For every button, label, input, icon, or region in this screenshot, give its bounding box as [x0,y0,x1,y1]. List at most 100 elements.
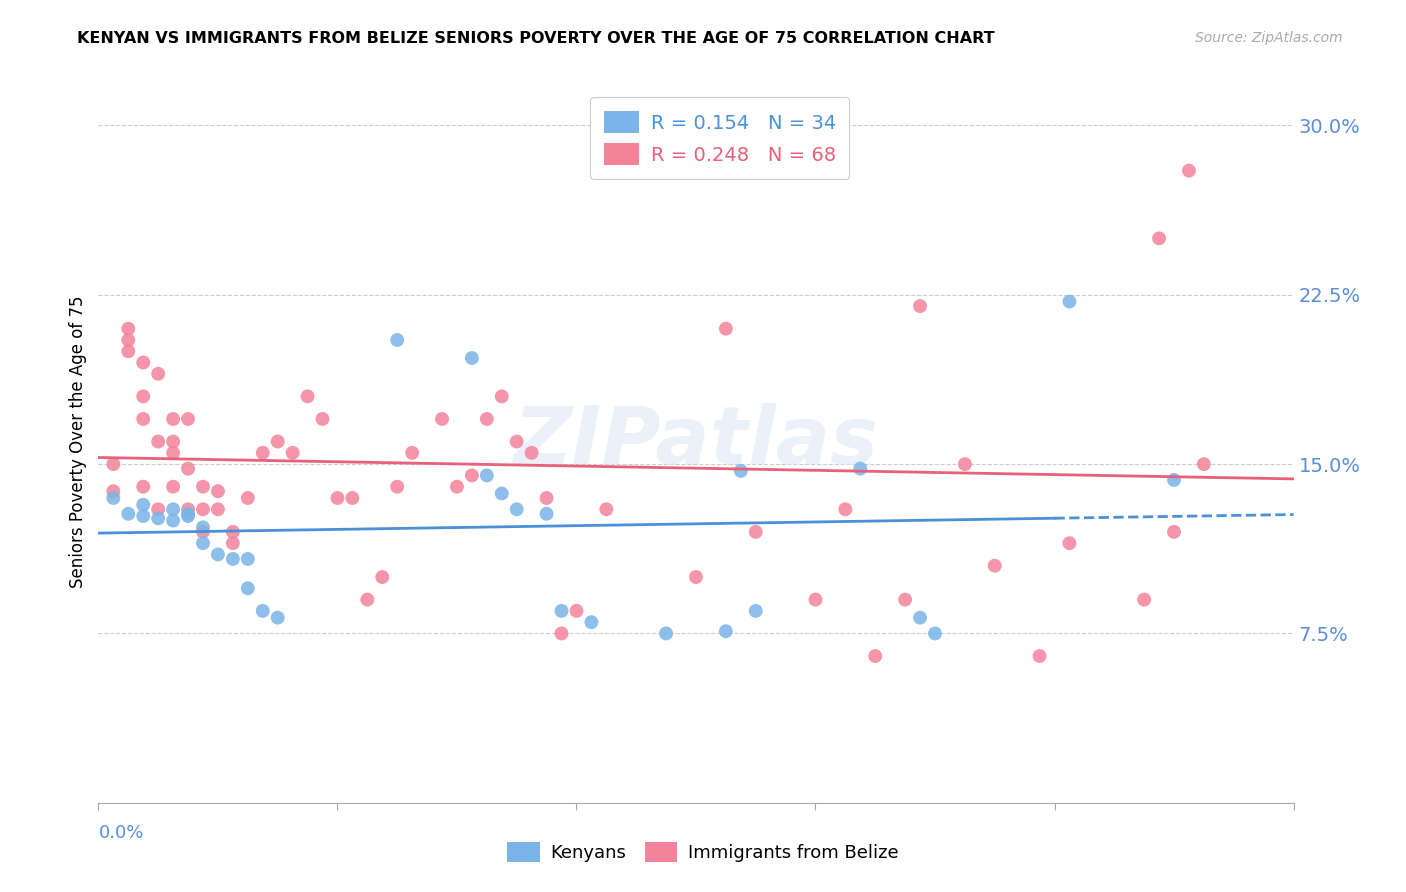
Point [207,548,229,562]
Y-axis label: Seniors Poverty Over the Age of 75: Seniors Poverty Over the Age of 75 [69,295,87,588]
Point [1147,231,1170,245]
Point [730,464,752,478]
Point [655,626,678,640]
Point [446,480,468,494]
Point [132,509,155,524]
Text: ZIPatlas: ZIPatlas [513,402,879,481]
Point [207,484,229,499]
Point [506,502,529,516]
Point [475,468,498,483]
Point [1163,524,1185,539]
Point [162,480,184,494]
Point [297,389,319,403]
Point [326,491,349,505]
Text: 0.0%: 0.0% [98,824,143,842]
Point [222,552,245,566]
Point [117,344,139,359]
Point [191,524,214,539]
Legend: R = 0.154   N = 34, R = 0.248   N = 68: R = 0.154 N = 34, R = 0.248 N = 68 [591,97,849,179]
Point [132,498,155,512]
Point [132,412,155,426]
Point [565,604,588,618]
Point [1059,294,1081,309]
Legend: Kenyans, Immigrants from Belize: Kenyans, Immigrants from Belize [501,835,905,870]
Point [267,434,290,449]
Point [117,321,139,335]
Point [491,486,513,500]
Point [162,502,184,516]
Point [908,299,931,313]
Point [252,604,274,618]
Point [281,446,304,460]
Point [1192,457,1215,471]
Point [311,412,333,426]
Point [430,412,453,426]
Point [401,446,423,460]
Point [385,480,409,494]
Point [984,558,1007,573]
Point [148,434,170,449]
Point [804,592,827,607]
Point [371,570,394,584]
Point [252,446,274,460]
Point [222,524,245,539]
Point [685,570,707,584]
Point [207,502,229,516]
Point [550,626,572,640]
Point [550,604,572,618]
Point [191,502,214,516]
Point [491,389,513,403]
Point [595,502,617,516]
Point [461,351,484,365]
Point [745,604,768,618]
Point [148,511,170,525]
Point [236,582,259,596]
Point [162,514,184,528]
Point [132,389,155,403]
Point [117,333,139,347]
Point [148,502,170,516]
Point [117,507,139,521]
Point [177,461,200,475]
Point [714,321,737,335]
Point [103,491,125,505]
Point [162,446,184,460]
Point [908,610,931,624]
Point [177,412,200,426]
Point [191,480,214,494]
Point [536,507,558,521]
Point [924,626,946,640]
Point [267,610,290,624]
Point [103,457,125,471]
Point [610,163,633,178]
Text: Source: ZipAtlas.com: Source: ZipAtlas.com [1195,31,1343,45]
Point [222,536,245,550]
Text: KENYAN VS IMMIGRANTS FROM BELIZE SENIORS POVERTY OVER THE AGE OF 75 CORRELATION : KENYAN VS IMMIGRANTS FROM BELIZE SENIORS… [77,31,995,46]
Point [1028,648,1050,663]
Point [191,520,214,534]
Point [177,507,200,521]
Point [162,434,184,449]
Point [236,552,259,566]
Point [475,412,498,426]
Point [148,367,170,381]
Point [865,648,887,663]
Point [356,592,378,607]
Point [745,524,768,539]
Point [461,468,484,483]
Point [953,457,976,471]
Point [132,480,155,494]
Point [1059,536,1081,550]
Point [834,502,856,516]
Point [714,624,737,639]
Point [162,412,184,426]
Point [1133,592,1156,607]
Point [1178,163,1201,178]
Point [132,355,155,369]
Point [191,536,214,550]
Point [849,461,872,475]
Point [1163,473,1185,487]
Point [385,333,409,347]
Point [236,491,259,505]
Point [520,446,543,460]
